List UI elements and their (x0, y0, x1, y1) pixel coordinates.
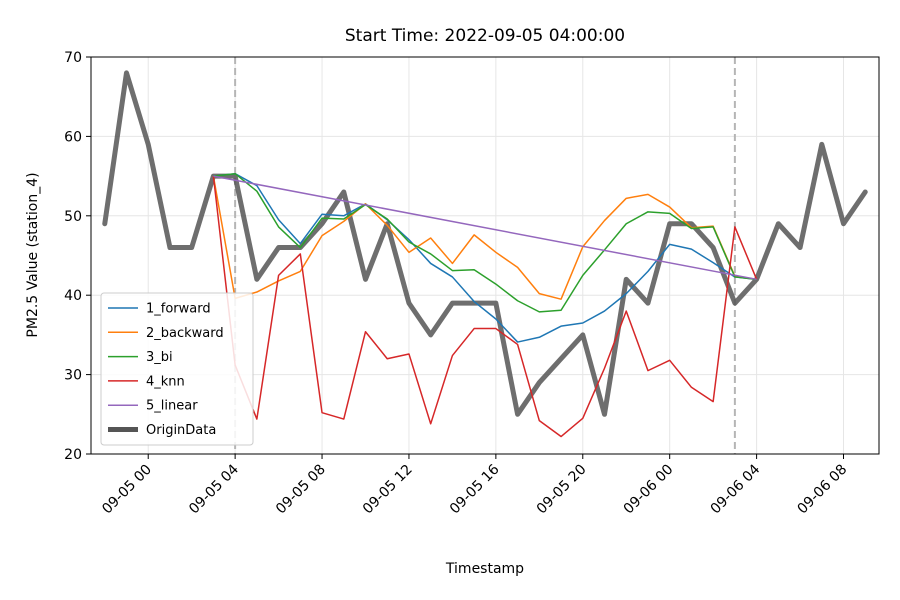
legend-label: 4_knn (146, 374, 185, 389)
y-axis-label: PM2.5 Value (station_4) (25, 172, 41, 337)
series-line-4-knn (212, 176, 758, 438)
legend-label: 1_forward (146, 302, 211, 317)
legend: 1_forward 2_backward 3_bi 4_knn 5_linear Orig… (100, 292, 254, 446)
chart-title: Start Time: 2022-09-05 04:00:00 (345, 26, 625, 46)
legend-label: 3_bi (146, 350, 173, 365)
legend-label: OriginData (146, 423, 216, 438)
legend-label: 5_linear (146, 399, 198, 414)
y-tick-label: 70 (64, 50, 82, 66)
series-line-5-linear (213, 175, 757, 281)
series-line-3-bi (213, 172, 757, 313)
y-tick-label: 30 (64, 368, 82, 384)
legend-label: 2_backward (146, 326, 224, 341)
y-tick-label: 40 (64, 288, 82, 304)
y-tick-label: 60 (64, 129, 82, 145)
x-axis-label: Timestamp (445, 561, 524, 577)
legend-box (100, 292, 254, 446)
y-tick-label: 50 (64, 209, 82, 225)
series-lines (102, 70, 868, 438)
series-line-origindata (102, 70, 868, 417)
plot-frame (90, 56, 880, 455)
series-line-2-backward (212, 175, 757, 300)
series-line-1-forward (213, 172, 757, 343)
y-tick-label: 20 (64, 447, 82, 463)
